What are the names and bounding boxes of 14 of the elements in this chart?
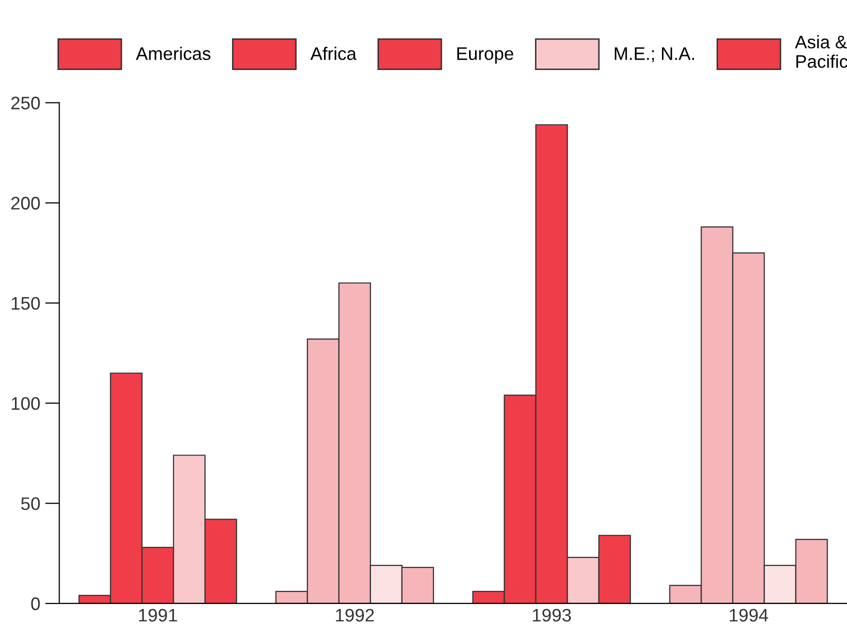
legend-label: M.E.; N.A. bbox=[614, 47, 694, 62]
x-tick-label: 1993 bbox=[532, 608, 571, 622]
y-tick-label: 50 bbox=[21, 497, 40, 510]
x-tick-label: 1992 bbox=[336, 608, 374, 622]
legend-label: Europe bbox=[457, 47, 514, 64]
y-tick-label: 100 bbox=[12, 397, 40, 410]
x-tick-label: 1994 bbox=[730, 608, 768, 622]
x-tick-label: 1991 bbox=[139, 608, 177, 622]
y-tick-label: 150 bbox=[12, 296, 40, 310]
y-tick-label: 0 bbox=[31, 597, 40, 610]
y-tick-label: 200 bbox=[11, 196, 40, 210]
legend-label: Americas bbox=[136, 46, 210, 60]
legend-label: Africa bbox=[310, 46, 357, 60]
y-tick-label: 250 bbox=[11, 96, 40, 110]
